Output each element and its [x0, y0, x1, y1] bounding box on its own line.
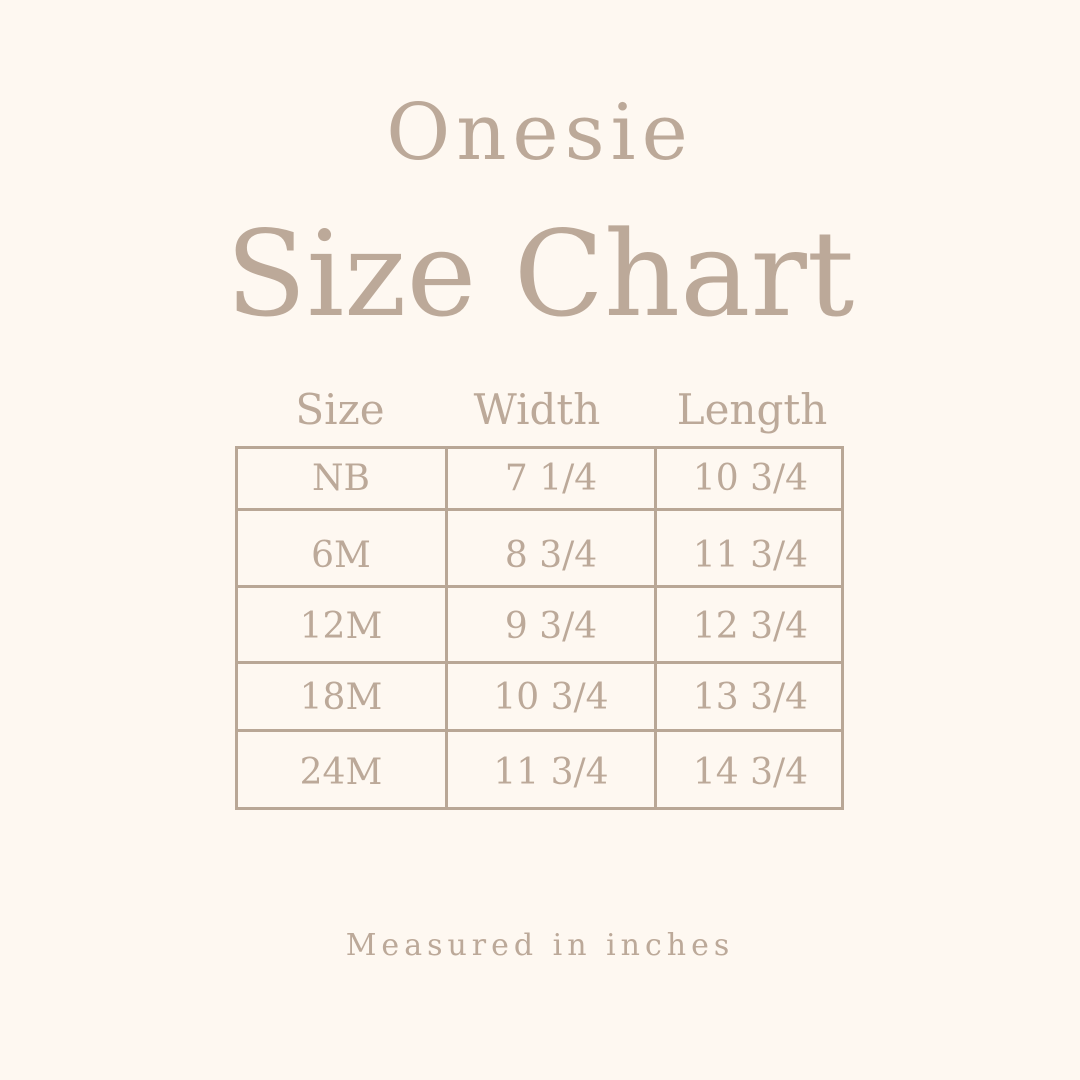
size-table	[235, 446, 844, 810]
cell-length: 11 3/4	[692, 535, 809, 576]
cell-width: 9 3/4	[504, 606, 598, 647]
header-length: Length	[676, 385, 828, 434]
row-divider	[235, 508, 844, 511]
cell-size: 24M	[299, 752, 383, 793]
cell-width: 8 3/4	[504, 535, 598, 576]
product-subtitle: Onesie	[386, 88, 694, 178]
page-title: Size Chart	[225, 205, 855, 343]
cell-size: 12M	[299, 606, 383, 647]
cell-size: 18M	[299, 677, 383, 718]
cell-length: 13 3/4	[692, 677, 809, 718]
row-divider	[235, 729, 844, 732]
cell-length: 14 3/4	[692, 752, 809, 793]
header-width: Width	[473, 385, 601, 434]
cell-width: 7 1/4	[504, 458, 598, 499]
column-divider	[445, 446, 448, 810]
cell-length: 12 3/4	[692, 606, 809, 647]
row-divider	[235, 661, 844, 664]
row-divider	[235, 585, 844, 588]
cell-width: 10 3/4	[493, 677, 609, 718]
footnote: Measured in inches	[345, 928, 735, 963]
header-size: Size	[295, 385, 385, 434]
column-divider	[654, 446, 657, 810]
cell-size: NB	[312, 458, 370, 499]
cell-size: 6M	[311, 535, 371, 576]
cell-width: 11 3/4	[493, 752, 609, 793]
cell-length: 10 3/4	[692, 458, 809, 499]
